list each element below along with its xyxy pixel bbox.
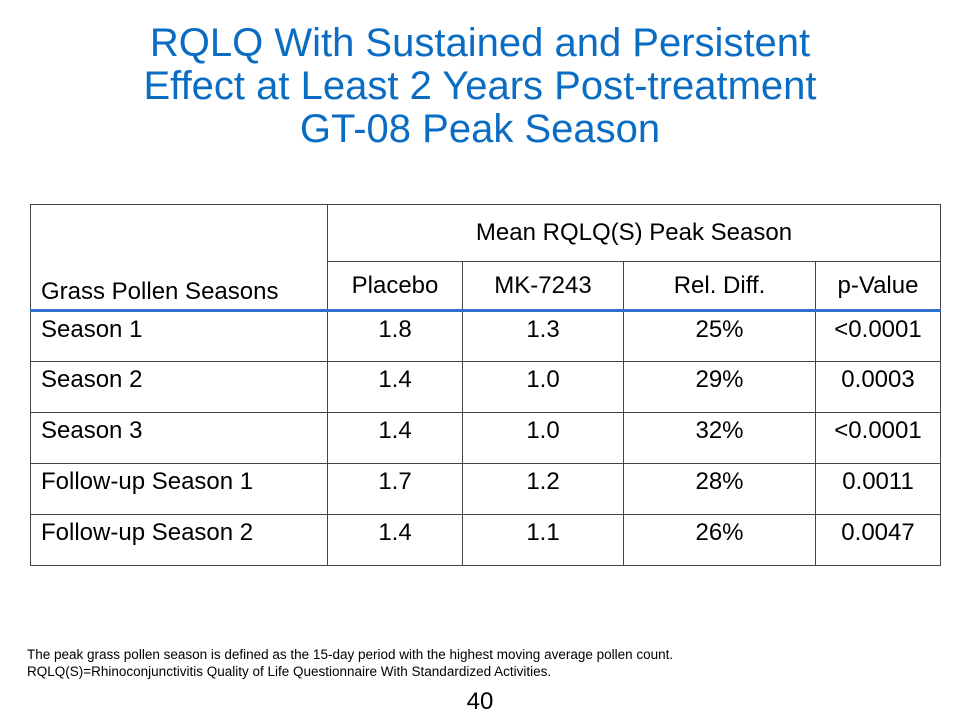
rel-diff-cell: 28% xyxy=(623,463,816,515)
table-header-row: Grass Pollen Seasons Mean RQLQ(S) Peak S… xyxy=(30,204,941,312)
footnote: The peak grass pollen season is defined … xyxy=(27,646,947,680)
placebo-cell: 1.8 xyxy=(327,310,463,362)
p-value-cell: <0.0001 xyxy=(815,412,941,464)
row-header-cell: Grass Pollen Seasons xyxy=(30,204,328,312)
table-row: Season 1 1.8 1.3 25% <0.0001 xyxy=(30,310,941,362)
rel-diff-cell: 26% xyxy=(623,514,816,566)
column-header-p-value: p-Value xyxy=(815,261,941,312)
season-cell: Season 3 xyxy=(30,412,328,464)
mk7243-cell: 1.0 xyxy=(462,361,624,413)
title-line-1: RQLQ With Sustained and Persistent xyxy=(149,21,811,65)
table-row: Season 2 1.4 1.0 29% 0.0003 xyxy=(30,361,941,413)
column-header-mk7243: MK-7243 xyxy=(462,261,624,312)
season-cell: Season 2 xyxy=(30,361,328,413)
column-header-rel-diff: Rel. Diff. xyxy=(623,261,816,312)
p-value-cell: 0.0047 xyxy=(815,514,941,566)
p-value-cell: 0.0011 xyxy=(815,463,941,515)
results-table: Grass Pollen Seasons Mean RQLQ(S) Peak S… xyxy=(30,204,941,566)
table-row: Follow-up Season 2 1.4 1.1 26% 0.0047 xyxy=(30,514,941,566)
placebo-cell: 1.4 xyxy=(327,514,463,566)
footnote-line-1: The peak grass pollen season is defined … xyxy=(27,647,674,662)
mk7243-cell: 1.0 xyxy=(462,412,624,464)
group-header-cell: Mean RQLQ(S) Peak Season xyxy=(327,204,941,262)
page-number: 40 xyxy=(466,688,494,715)
mk7243-cell: 1.2 xyxy=(462,463,624,515)
mk7243-cell: 1.1 xyxy=(462,514,624,566)
season-cell: Follow-up Season 2 xyxy=(30,514,328,566)
p-value-cell: 0.0003 xyxy=(815,361,941,413)
footnote-line-2: RQLQ(S)=Rhinoconjunctivitis Quality of L… xyxy=(27,664,552,679)
rel-diff-cell: 32% xyxy=(623,412,816,464)
p-value-cell: <0.0001 xyxy=(815,310,941,362)
placebo-cell: 1.7 xyxy=(327,463,463,515)
table-row: Season 3 1.4 1.0 32% <0.0001 xyxy=(30,412,941,464)
mk7243-cell: 1.3 xyxy=(462,310,624,362)
rel-diff-cell: 29% xyxy=(623,361,816,413)
rel-diff-cell: 25% xyxy=(623,310,816,362)
season-cell: Follow-up Season 1 xyxy=(30,463,328,515)
title-line-3: GT-08 Peak Season xyxy=(299,107,661,151)
table-row: Follow-up Season 1 1.7 1.2 28% 0.0011 xyxy=(30,463,941,515)
column-header-placebo: Placebo xyxy=(327,261,463,312)
placebo-cell: 1.4 xyxy=(327,361,463,413)
table-subheader-row: Placebo MK-7243 Rel. Diff. p-Value xyxy=(31,261,941,312)
slide-title: RQLQ With Sustained and Persistent Effec… xyxy=(0,22,960,151)
placebo-cell: 1.4 xyxy=(327,412,463,464)
title-line-2: Effect at Least 2 Years Post-treatment xyxy=(143,64,817,108)
season-cell: Season 1 xyxy=(30,310,328,362)
